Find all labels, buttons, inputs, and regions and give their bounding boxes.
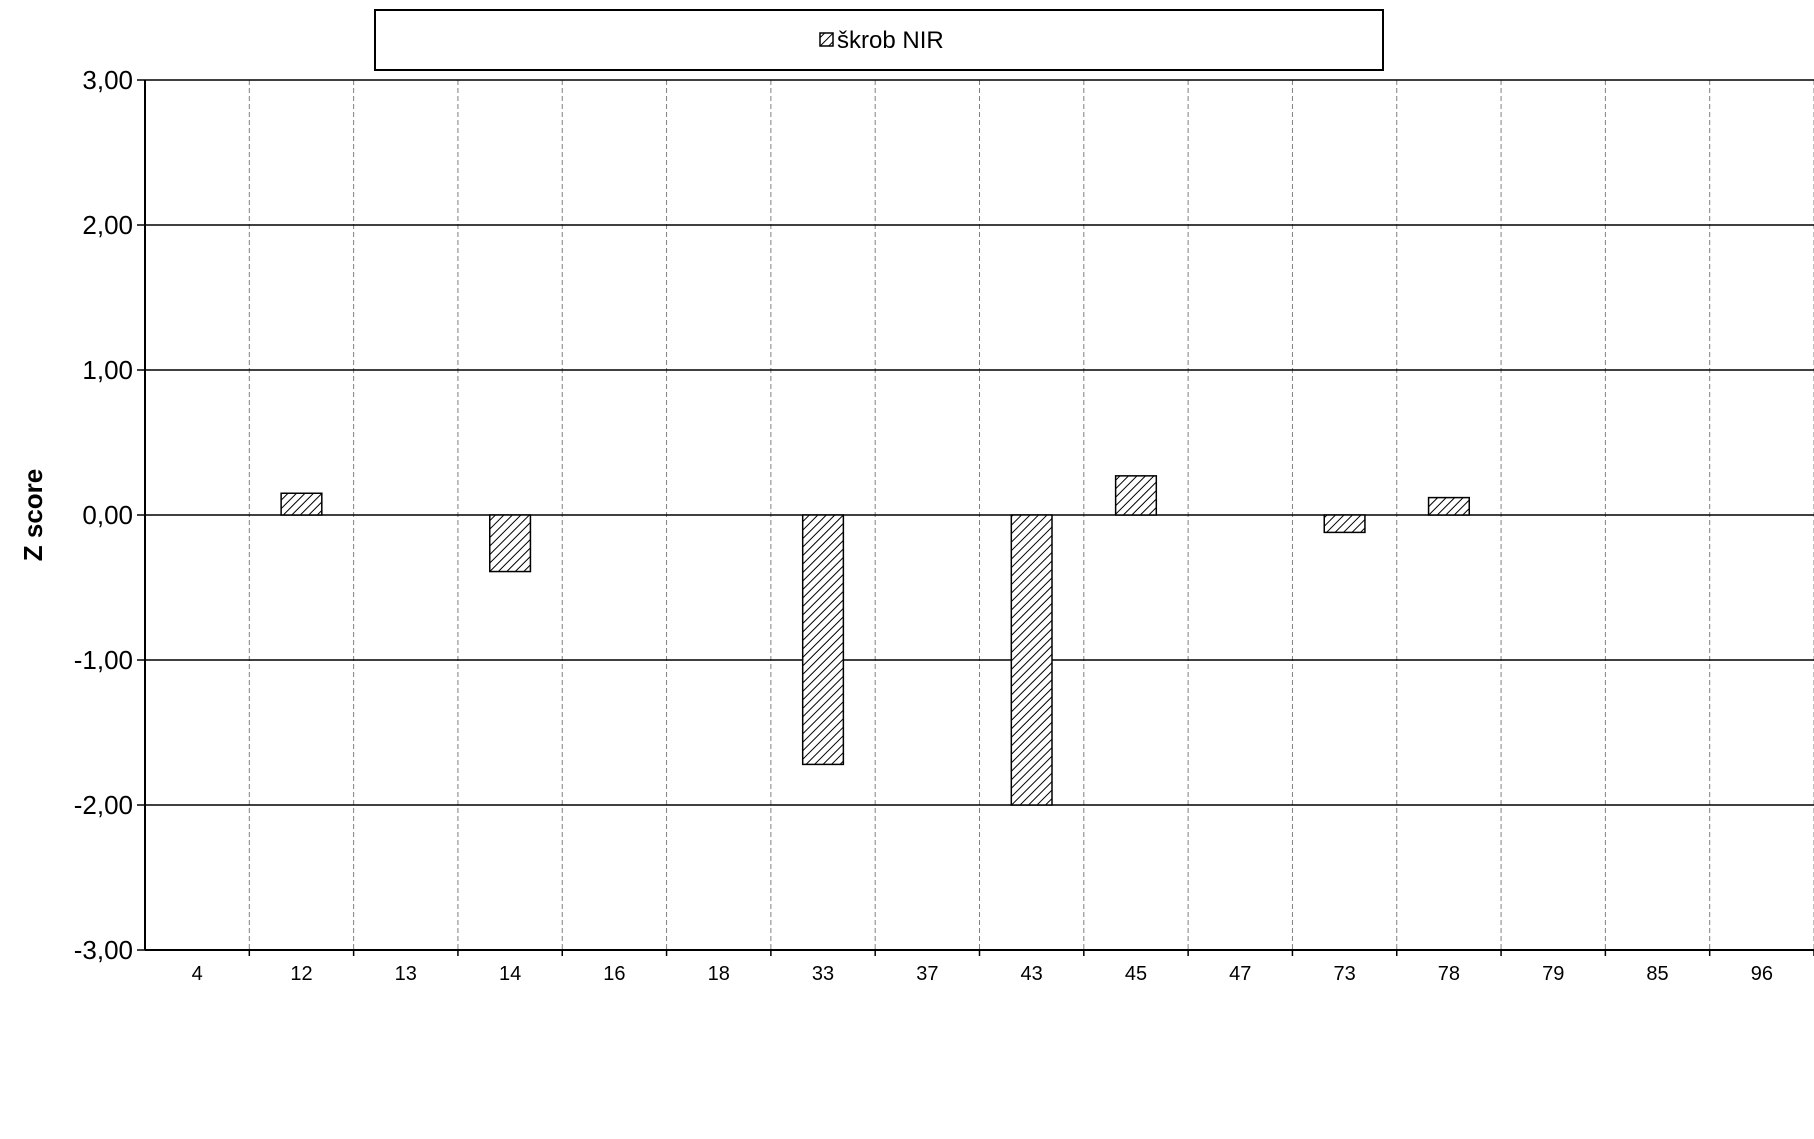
x-tick-label: 14 [499,963,521,985]
x-tick-label: 12 [290,963,312,985]
bar-group [280,475,1470,806]
y-tick-label: -3,00 [74,935,133,965]
x-tick-label: 43 [1021,963,1043,985]
x-tick-label: 78 [1438,963,1460,985]
y-tick-label: -1,00 [74,645,133,675]
bar-45 [1114,475,1158,516]
x-tick-label: 33 [812,963,834,985]
x-tick-label: 79 [1542,963,1564,985]
x-tick-label: 85 [1646,963,1668,985]
bar-78 [1427,496,1470,516]
y-tick-label: 1,00 [82,355,133,385]
y-tick-label: -2,00 [74,790,133,820]
x-tick-label: 18 [708,963,730,985]
x-tick-label: 96 [1751,963,1773,985]
legend-box [374,9,1384,71]
y-tick-label: 0,00 [82,500,133,530]
x-tick-label: 45 [1125,963,1147,985]
x-tick-label: 37 [916,963,938,985]
x-tick-label: 73 [1333,963,1355,985]
legend-label: škrob NIR [837,27,944,54]
y-tick-labels: 3,00 2,00 1,00 0,00 -1,00 -2,00 -3,00 [74,65,133,965]
bar-73 [1323,514,1366,534]
bar-33 [801,514,845,766]
bar-12 [280,492,323,516]
x-tick-label: 47 [1229,963,1251,985]
legend-swatch [819,32,834,47]
x-tick-label: 13 [395,963,417,985]
y-axis-title: Z score [18,469,48,562]
axes [144,80,1814,956]
bar-14 [489,514,532,573]
legend: škrob NIR [374,9,1384,71]
x-tick-labels: 4 12 13 14 16 18 33 37 43 45 47 73 78 79 85 96 [192,963,1773,985]
bar-43 [1010,514,1053,806]
x-tick-label: 4 [192,963,203,985]
y-tick-label: 3,00 [82,65,133,95]
y-tick-label: 2,00 [82,210,133,240]
x-tick-label: 16 [603,963,625,985]
grid-lines [137,79,1814,951]
